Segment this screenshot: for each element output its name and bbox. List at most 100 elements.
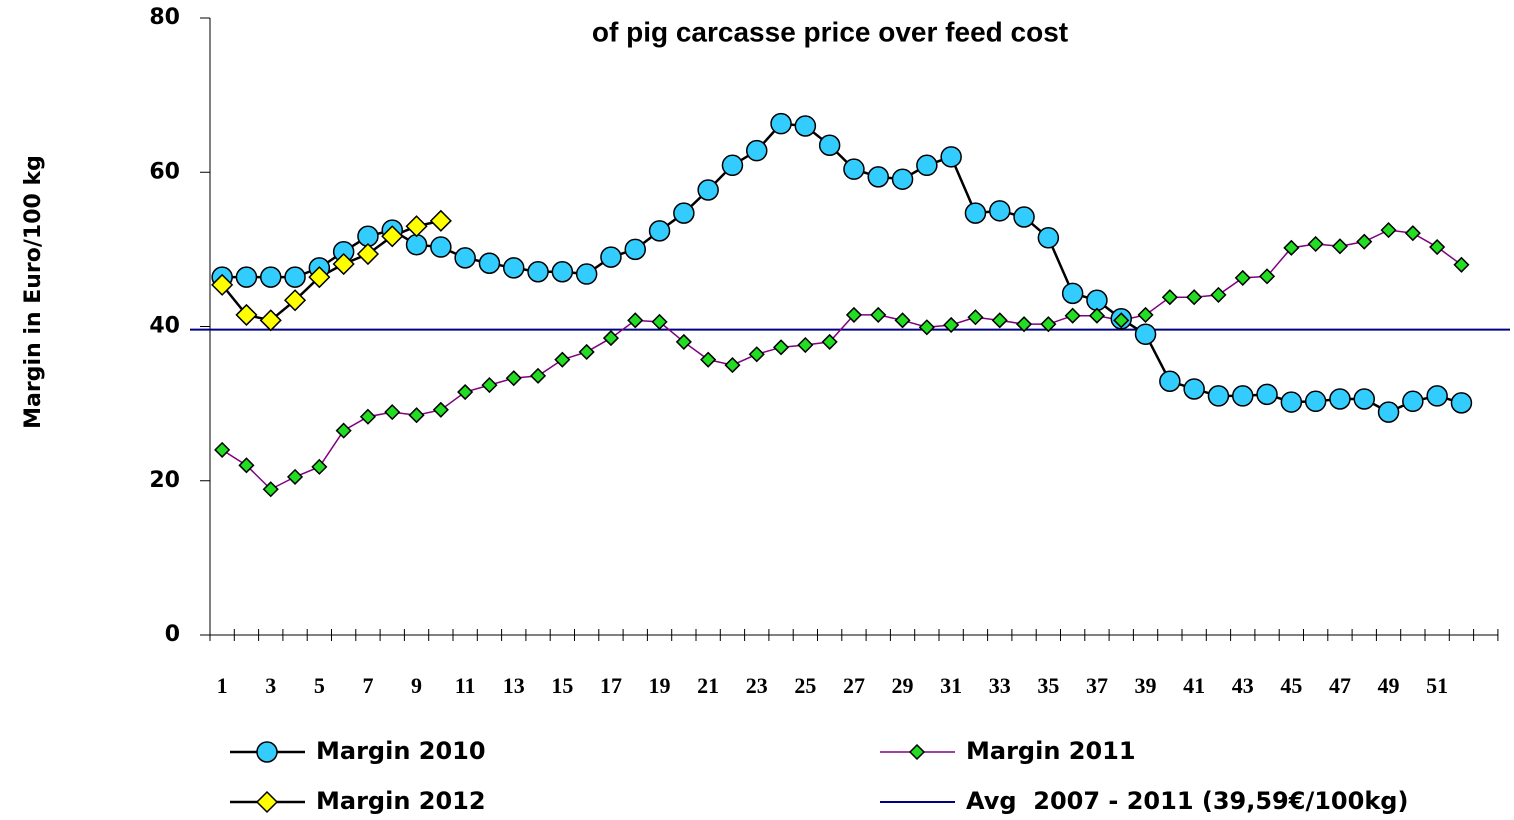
marker bbox=[356, 242, 380, 266]
marker bbox=[1329, 388, 1351, 410]
marker bbox=[1356, 233, 1373, 250]
marker bbox=[1137, 306, 1154, 323]
marker bbox=[1429, 239, 1446, 256]
y-tick-label: 40 bbox=[149, 314, 180, 339]
marker bbox=[867, 166, 889, 188]
marker bbox=[1113, 312, 1130, 329]
x-tick-label: 17 bbox=[600, 673, 622, 698]
x-tick-label: 9 bbox=[411, 673, 422, 698]
x-tick-label: 13 bbox=[503, 673, 525, 698]
marker bbox=[627, 312, 644, 329]
x-tick-label: 11 bbox=[455, 673, 476, 698]
series-line bbox=[221, 219, 442, 322]
marker bbox=[845, 306, 863, 323]
marker bbox=[721, 154, 744, 177]
marker bbox=[1061, 282, 1084, 305]
legend-label: Margin 2011 bbox=[966, 737, 1136, 765]
marker bbox=[527, 260, 549, 283]
marker bbox=[1280, 391, 1303, 413]
marker bbox=[235, 266, 258, 288]
x-tick-label: 29 bbox=[892, 673, 914, 698]
marker bbox=[255, 790, 279, 814]
marker bbox=[1304, 390, 1327, 413]
marker bbox=[648, 220, 671, 242]
marker bbox=[578, 343, 595, 361]
marker bbox=[260, 266, 282, 288]
marker bbox=[1186, 289, 1203, 306]
marker bbox=[1210, 286, 1227, 303]
marker bbox=[870, 306, 887, 323]
x-tick-label: 15 bbox=[551, 673, 573, 698]
marker bbox=[843, 158, 865, 180]
marker bbox=[430, 236, 452, 258]
x-tick-label: 5 bbox=[314, 673, 325, 698]
marker bbox=[1256, 383, 1278, 406]
marker bbox=[1453, 256, 1470, 273]
x-tick-label: 41 bbox=[1183, 673, 1205, 698]
marker bbox=[478, 252, 501, 275]
marker bbox=[238, 457, 255, 474]
x-tick-label: 19 bbox=[649, 673, 671, 698]
marker bbox=[1283, 239, 1300, 256]
marker bbox=[1134, 323, 1157, 345]
marker bbox=[432, 401, 449, 418]
y-tick-label: 60 bbox=[149, 159, 180, 184]
x-tick-label: 37 bbox=[1086, 673, 1108, 698]
marker bbox=[214, 441, 231, 458]
marker bbox=[600, 246, 622, 268]
marker bbox=[967, 309, 984, 326]
x-tick-label: 3 bbox=[265, 673, 276, 698]
marker bbox=[908, 743, 926, 761]
y-tick-label: 80 bbox=[149, 5, 180, 30]
marker bbox=[284, 266, 306, 288]
marker bbox=[651, 313, 668, 330]
marker bbox=[454, 247, 476, 269]
marker bbox=[794, 115, 817, 137]
series-line bbox=[222, 122, 1462, 414]
legend-label: Avg 2007 - 2011 (39,59€/100kg) bbox=[966, 787, 1408, 815]
marker bbox=[821, 333, 838, 350]
x-tick-label: 25 bbox=[794, 673, 816, 698]
marker bbox=[697, 179, 719, 201]
marker bbox=[211, 273, 234, 296]
marker bbox=[916, 154, 938, 177]
x-tick-label: 7 bbox=[362, 673, 373, 698]
marker bbox=[575, 263, 598, 285]
x-tick-label: 45 bbox=[1280, 673, 1302, 698]
marker bbox=[256, 741, 278, 763]
x-tick-label: 39 bbox=[1135, 673, 1157, 698]
marker bbox=[748, 346, 765, 363]
marker bbox=[551, 260, 574, 283]
x-tick-label: 47 bbox=[1329, 673, 1351, 698]
marker bbox=[943, 316, 960, 334]
marker bbox=[1402, 390, 1424, 413]
marker bbox=[1353, 388, 1375, 410]
marker bbox=[700, 351, 717, 368]
marker bbox=[335, 422, 352, 439]
marker bbox=[1161, 289, 1178, 306]
marker bbox=[1307, 235, 1324, 253]
marker bbox=[1232, 385, 1254, 407]
marker bbox=[1037, 227, 1060, 249]
marker bbox=[359, 408, 377, 425]
marker bbox=[384, 404, 401, 421]
x-tick-label: 51 bbox=[1426, 673, 1448, 698]
marker bbox=[818, 134, 841, 157]
legend-label: Margin 2012 bbox=[316, 787, 486, 815]
marker bbox=[1088, 307, 1106, 324]
marker bbox=[554, 351, 571, 368]
marker bbox=[1040, 316, 1057, 333]
y-tick-label: 0 bbox=[165, 622, 180, 647]
marker bbox=[770, 112, 792, 135]
marker bbox=[940, 146, 962, 168]
marker bbox=[1015, 316, 1033, 333]
marker bbox=[1183, 378, 1205, 400]
marker bbox=[1159, 370, 1181, 393]
marker bbox=[891, 168, 914, 190]
marker bbox=[964, 202, 987, 224]
x-tick-label: 21 bbox=[697, 673, 719, 698]
marker bbox=[1404, 225, 1421, 242]
marker bbox=[1331, 238, 1349, 255]
marker bbox=[1380, 222, 1397, 239]
marker bbox=[724, 357, 741, 374]
